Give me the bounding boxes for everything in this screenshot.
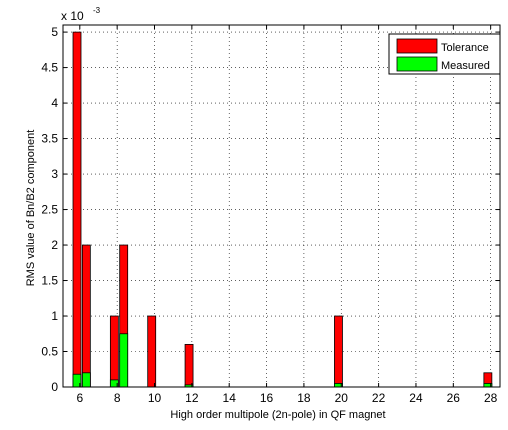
y-tick-label: 0.5 xyxy=(41,345,58,359)
legend-entry-tolerance: Tolerance xyxy=(441,42,489,54)
bar-tolerance xyxy=(72,31,82,388)
x-tick-label: 22 xyxy=(372,391,386,405)
y-tick-label: 5 xyxy=(51,25,58,39)
plot-frame xyxy=(62,24,501,388)
bar-tolerance xyxy=(147,315,157,388)
y-axis-label: RMS value of Bn/B2 component xyxy=(25,130,37,287)
x-tick-label: 10 xyxy=(148,391,162,405)
x-tick-label: 18 xyxy=(297,391,311,405)
x-tick-label: 6 xyxy=(76,391,83,405)
legend: Tolerance Measured xyxy=(388,33,501,75)
y-tick-label: 2 xyxy=(51,238,58,252)
scale-factor-label: x 10 xyxy=(61,9,84,23)
x-tick-label: 28 xyxy=(484,391,498,405)
y-tick-label: 1.5 xyxy=(41,274,58,288)
scale-factor-exponent: -3 xyxy=(93,6,101,15)
bar-tolerance xyxy=(184,344,194,388)
x-tick-label: 14 xyxy=(223,391,237,405)
y-tick-label: 3.5 xyxy=(41,132,58,146)
legend-entry-measured: Measured xyxy=(441,60,490,72)
bar-measured xyxy=(81,372,91,388)
x-axis-label: High order multipole (2n-pole) in QF mag… xyxy=(170,409,385,421)
ticks: 6 8 10 12 14 16 18 20 22 24 26 28 0 0.5 1 1.5 2 2.5 3 3.5 4 4… xyxy=(41,25,500,405)
legend-swatch-tolerance xyxy=(396,38,438,54)
scale-factor: x 10 -3 xyxy=(61,6,101,23)
bar-tolerance xyxy=(109,315,119,388)
bar-measured xyxy=(119,333,129,388)
x-tick-label: 20 xyxy=(335,391,349,405)
y-tick-label: 4.5 xyxy=(41,61,58,75)
x-tick-label: 24 xyxy=(409,391,423,405)
y-tick-label: 2.5 xyxy=(41,203,58,217)
axes xyxy=(62,24,501,388)
legend-swatch-measured xyxy=(396,56,438,72)
y-tick-label: 4 xyxy=(51,96,58,110)
x-tick-label: 26 xyxy=(447,391,461,405)
y-tick-label: 1 xyxy=(51,309,58,323)
x-tick-label: 8 xyxy=(114,391,121,405)
x-tick-label: 12 xyxy=(185,391,199,405)
y-tick-label: 0 xyxy=(51,380,58,394)
x-tick-label: 16 xyxy=(260,391,274,405)
bars xyxy=(72,31,493,388)
y-tick-label: 3 xyxy=(51,167,58,181)
bar-tolerance xyxy=(334,315,343,388)
bar-tolerance xyxy=(81,244,91,388)
